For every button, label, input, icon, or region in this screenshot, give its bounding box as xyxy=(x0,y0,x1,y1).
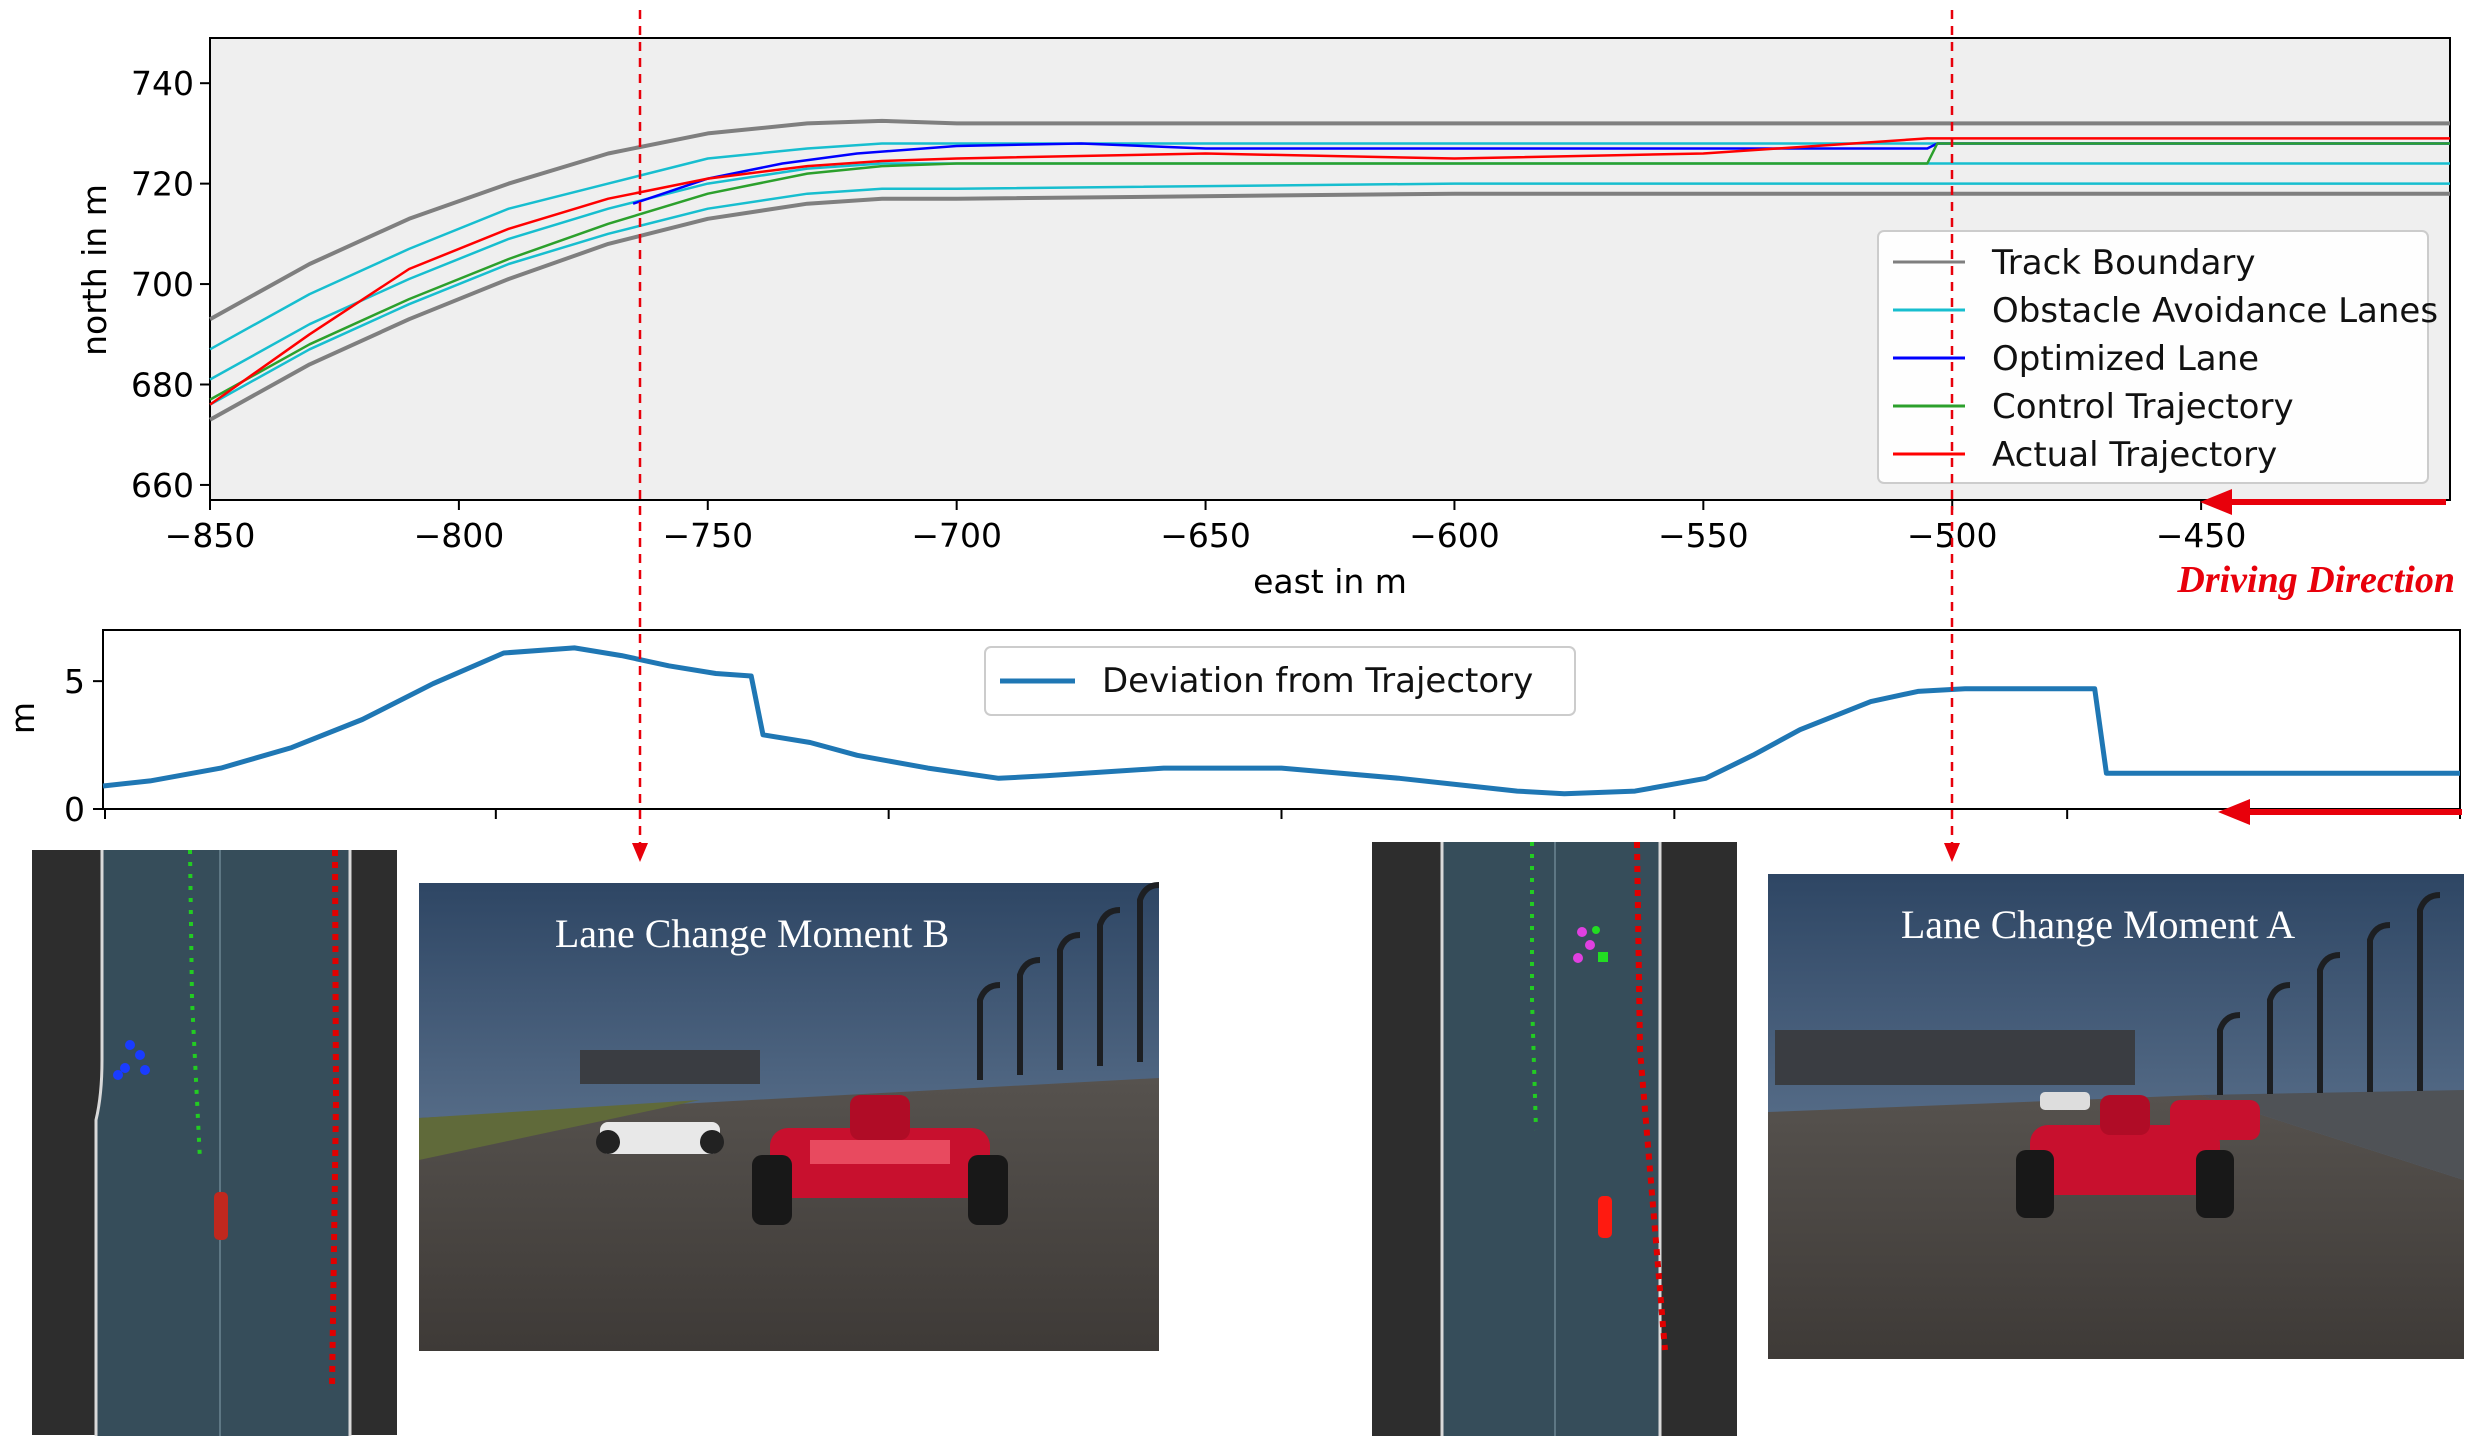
x-tick-label: −450 xyxy=(2156,516,2247,555)
y-tick-label: 680 xyxy=(131,366,194,405)
x-tick-label: −550 xyxy=(1658,516,1749,555)
x-tick-label: −650 xyxy=(1160,516,1251,555)
top-legend: Track Boundary Obstacle Avoidance Lanes Op… xyxy=(1877,230,2438,484)
legend-label: Optimized Lane xyxy=(1992,339,2259,379)
bottom-legend-box xyxy=(984,646,1576,716)
driving-direction-arrowhead-top xyxy=(2200,489,2232,515)
y-tick-label: 660 xyxy=(131,466,194,505)
y-tick-label: 720 xyxy=(131,165,194,204)
y-tick-label: 0 xyxy=(64,790,85,829)
legend-label: Control Trajectory xyxy=(1992,387,2294,427)
driving-direction-arrowhead-bottom xyxy=(2218,799,2250,825)
camera-view-moment-a: Lane Change Moment A xyxy=(1768,874,2464,1359)
x-tick-label: −700 xyxy=(911,516,1002,555)
series-line-1 xyxy=(209,191,2450,422)
top-legend-box xyxy=(1877,230,2429,484)
series-line-0 xyxy=(209,118,2450,321)
x-tick-label: −850 xyxy=(165,516,256,555)
x-tick-label: −800 xyxy=(414,516,505,555)
top-y-axis-label: north in m xyxy=(75,184,114,356)
x-tick-label: −750 xyxy=(662,516,753,555)
x-tick-label: −500 xyxy=(1907,516,1998,555)
bev-panel-moment-a xyxy=(1372,841,1737,1436)
bottom-legend: Deviation from Trajectory xyxy=(984,646,1576,716)
y-tick-label: 5 xyxy=(64,662,85,701)
series-line-6 xyxy=(209,142,2450,401)
lane-change-marker-b-arrowhead xyxy=(632,843,648,862)
bottom-y-axis-label: m xyxy=(3,702,42,734)
legend-label: Track Boundary xyxy=(1991,243,2256,283)
legend-label: Obstacle Avoidance Lanes xyxy=(1992,291,2438,331)
legend-label-deviation: Deviation from Trajectory xyxy=(1102,661,1533,701)
y-tick-label: 700 xyxy=(131,265,194,304)
driving-direction-label: Driving Direction xyxy=(2176,559,2455,601)
moment-b-label: Lane Change Moment B xyxy=(555,911,949,956)
x-tick-label: −600 xyxy=(1409,516,1500,555)
top-x-axis-label: east in m xyxy=(1253,562,1407,601)
series-line-4 xyxy=(209,182,2450,406)
y-tick-label: 740 xyxy=(131,64,194,103)
deviation-plot: 0 5 m Deviation from Trajectory xyxy=(3,629,2461,829)
legend-label: Actual Trajectory xyxy=(1992,435,2277,475)
lane-change-marker-a-arrowhead xyxy=(1944,843,1960,862)
trajectory-plot: −850 −800 −750 −700 −650 −600 −550 −500 −450 660… xyxy=(75,37,2451,601)
bev-panel-moment-b xyxy=(32,849,397,1436)
series-line-2 xyxy=(209,142,2450,351)
moment-a-label: Lane Change Moment A xyxy=(1901,902,2295,947)
deviation-line xyxy=(102,645,2460,797)
camera-view-moment-b: Lane Change Moment B xyxy=(419,882,1160,1351)
